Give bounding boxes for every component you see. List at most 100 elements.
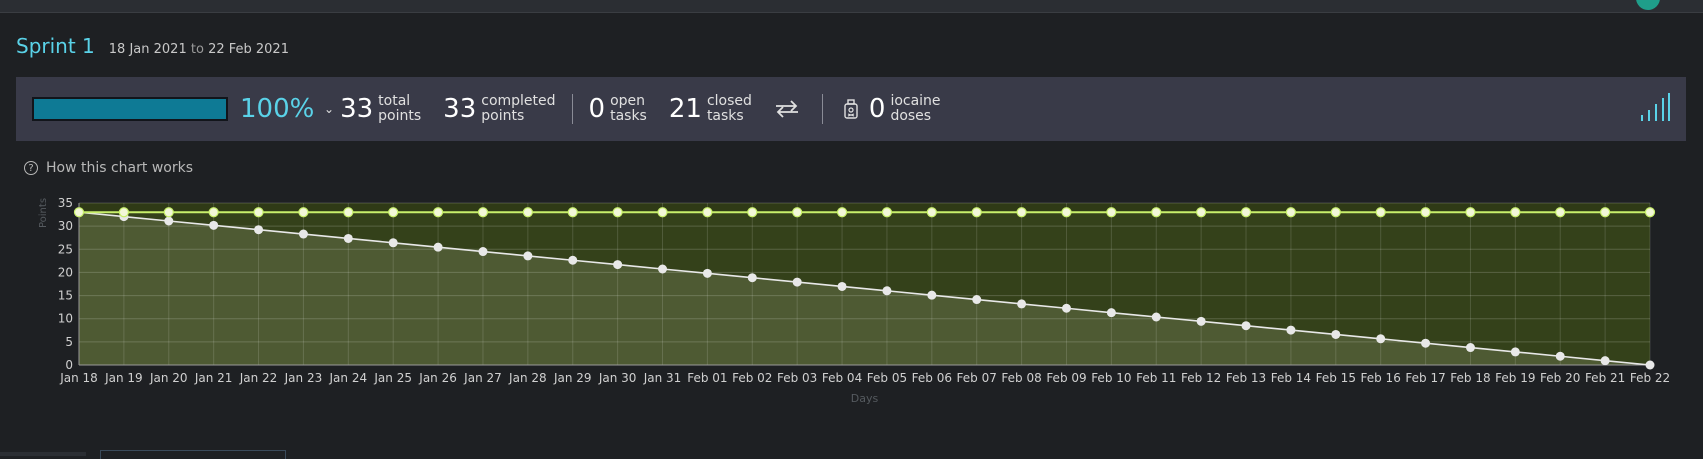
signal-bars-icon[interactable] (1640, 93, 1670, 121)
x-tick-label: Feb 05 (867, 371, 907, 385)
x-tick-label: Jan 29 (553, 371, 592, 385)
scope-point (1420, 207, 1431, 218)
how-chart-works-link[interactable]: ? How this chart works (24, 160, 193, 176)
open-tasks-value: 0 (588, 94, 606, 124)
scope-point (1375, 207, 1386, 218)
y-tick-label: 30 (58, 219, 73, 233)
total-points-label-2: points (378, 108, 422, 124)
x-tick-label: Jan 23 (284, 371, 323, 385)
x-tick-label: Jan 26 (418, 371, 457, 385)
scope-point (1106, 207, 1117, 218)
sprint-start-date: 18 Jan 2021 (108, 42, 187, 57)
completed-points-label-1: completed (481, 93, 556, 109)
ideal-point (433, 242, 443, 252)
ideal-point (1196, 316, 1206, 326)
x-tick-label: Feb 01 (687, 371, 727, 385)
scope-point (1061, 207, 1072, 218)
scope-point (612, 207, 623, 218)
progress-percent: 100% (240, 94, 315, 124)
scope-point (926, 207, 937, 218)
x-tick-label: Jan 24 (329, 371, 368, 385)
avatar[interactable] (1636, 0, 1660, 10)
sprint-end-date: 22 Feb 2021 (208, 42, 289, 57)
y-axis-title: Points (38, 198, 49, 228)
x-tick-label: Jan 18 (59, 371, 98, 385)
ideal-point (1600, 356, 1610, 366)
chevron-down-icon[interactable]: ⌄ (324, 102, 335, 116)
scope-point (73, 207, 85, 218)
x-tick-label: Feb 10 (1091, 371, 1131, 385)
x-tick-label: Feb 07 (957, 371, 997, 385)
sprint-title[interactable]: Sprint 1 (16, 34, 95, 58)
scope-point (702, 207, 713, 218)
x-tick-label: Feb 17 (1405, 371, 1445, 385)
footer-tab[interactable] (0, 452, 86, 456)
ideal-point (164, 216, 174, 226)
completed-points-label-2: points (481, 108, 525, 124)
y-tick-label: 15 (58, 289, 73, 303)
top-bar (0, 0, 1703, 13)
ideal-point (1286, 325, 1296, 335)
y-tick-label: 5 (65, 335, 73, 349)
x-axis-title: Days (851, 392, 879, 405)
sprint-header: Sprint 1 18 Jan 2021 to 22 Feb 2021 (16, 34, 289, 60)
x-tick-label: Jan 31 (643, 371, 682, 385)
ideal-point (1555, 351, 1565, 361)
stats-divider (571, 94, 573, 124)
closed-tasks-label-2: tasks (706, 108, 744, 124)
completed-points-value: 33 (443, 94, 477, 124)
x-tick-label: Feb 21 (1585, 371, 1625, 385)
x-tick-label: Jan 21 (194, 371, 233, 385)
scope-point (1240, 207, 1252, 218)
scope-point (792, 207, 803, 218)
scope-point (1330, 207, 1341, 218)
stat-closed-tasks: 21 closed tasks (669, 93, 752, 125)
y-tick-label: 0 (65, 358, 73, 372)
scope-point (388, 207, 399, 218)
x-tick-label: Feb 03 (777, 371, 817, 385)
scope-point (163, 207, 174, 218)
ideal-point (1061, 303, 1071, 313)
scope-point (747, 207, 758, 218)
x-tick-label: Feb 15 (1316, 371, 1356, 385)
stat-completed-points: 33 completed points (443, 93, 556, 125)
y-tick-label: 10 (58, 312, 73, 326)
sprint-stats-bar: 100% ⌄ 33 total points 33 completed points… (16, 77, 1686, 141)
ideal-point (1510, 347, 1520, 357)
x-tick-label: Jan 20 (149, 371, 188, 385)
scope-point (836, 207, 848, 218)
ideal-point (1017, 299, 1027, 309)
iocaine-label-1: iocaine (890, 93, 941, 109)
x-tick-label: Jan 28 (508, 371, 547, 385)
ideal-point (568, 255, 578, 265)
x-tick-label: Feb 02 (732, 371, 772, 385)
x-tick-label: Jan 19 (104, 371, 143, 385)
scope-point (1016, 207, 1027, 218)
x-tick-label: Feb 18 (1450, 371, 1490, 385)
scope-point (1510, 207, 1521, 218)
swap-arrows-icon[interactable] (774, 100, 800, 118)
sprint-dates-separator: to (190, 42, 204, 57)
sprint-progress-bar (32, 97, 228, 121)
ideal-point (1241, 321, 1251, 331)
x-tick-label: Feb 16 (1361, 371, 1401, 385)
open-tasks-label-1: open (610, 93, 646, 109)
x-tick-label: Feb 13 (1226, 371, 1266, 385)
closed-tasks-label-1: closed (706, 93, 752, 109)
x-tick-label: Feb 08 (1001, 371, 1041, 385)
ideal-point (972, 295, 982, 305)
scope-point (881, 207, 893, 218)
x-tick-label: Feb 11 (1136, 371, 1176, 385)
burndown-chart: 0 5 10 15 20 25 30 35 Jan 18 Jan 19 Jan 20 Jan 21 Ja… (38, 196, 1670, 405)
scope-point (343, 207, 354, 218)
scope-point (253, 207, 264, 218)
sprint-progress-fill (34, 99, 226, 119)
iocaine-doses-value: 0 (868, 94, 886, 124)
ideal-point (882, 286, 892, 296)
x-tick-label: Feb 14 (1271, 371, 1311, 385)
ideal-point (209, 220, 219, 230)
footer-tab-outline[interactable] (100, 450, 286, 459)
ideal-point (478, 247, 488, 257)
ideal-line (78, 211, 1651, 366)
x-tick-label: Feb 06 (912, 371, 952, 385)
